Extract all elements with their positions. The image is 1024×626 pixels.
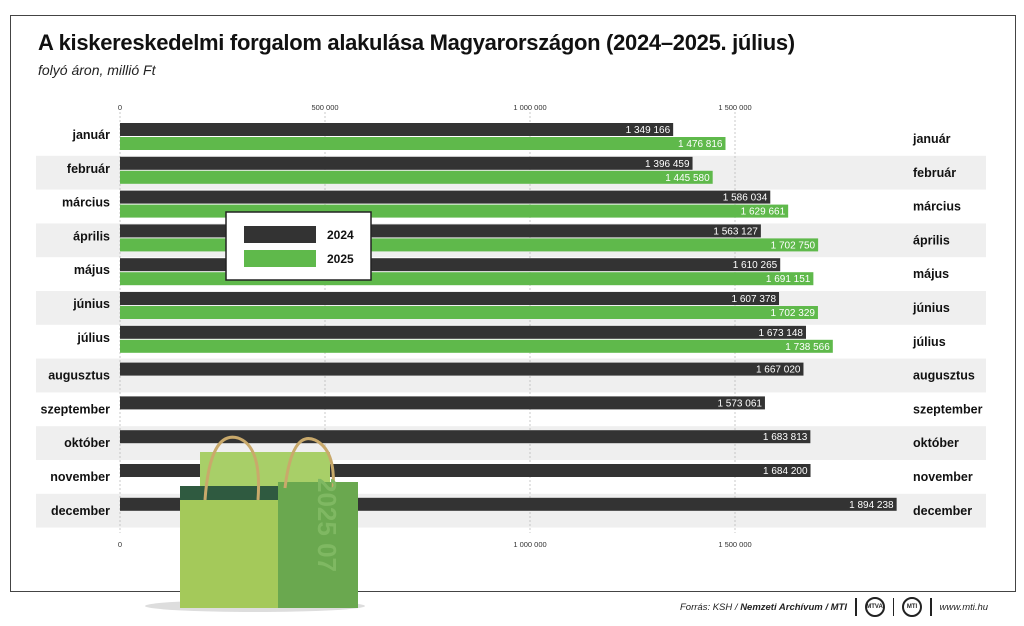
bar-label-2025: 1 629 661 (741, 207, 786, 218)
bar-2024 (120, 224, 761, 238)
x-tick-label-top: 500 000 (311, 103, 338, 112)
website-link[interactable]: www.mti.hu (939, 601, 989, 613)
bar-label-2025: 1 702 750 (771, 240, 816, 251)
bar-label-2024: 1 673 148 (758, 328, 803, 339)
bar-2024 (120, 258, 781, 272)
bar-label-2025: 1 702 329 (770, 308, 815, 319)
footer-divider (930, 598, 932, 616)
x-tick-label-bottom: 1 500 000 (718, 540, 751, 549)
x-tick-label-top: 1 500 000 (718, 103, 751, 112)
bar-2025 (120, 339, 833, 353)
bar-label-2024: 1 894 238 (849, 500, 894, 511)
bar-label-2024: 1 667 020 (756, 365, 801, 376)
legend-label-2024: 2024 (327, 228, 354, 242)
category-label-left: december (51, 504, 110, 518)
bar-2025 (120, 272, 814, 286)
bag-left-top (180, 486, 290, 500)
bag-left (180, 486, 290, 608)
legend-swatch-2024 (244, 226, 316, 243)
bag-handle-right (283, 437, 335, 491)
category-label-right: május (913, 267, 949, 281)
category-label-right: augusztus (913, 369, 975, 383)
bar-2025 (120, 238, 819, 252)
bar-label-2025: 1 445 580 (665, 173, 710, 184)
bar-2025 (120, 137, 726, 150)
category-label-left: június (72, 297, 110, 311)
bar-label-2024: 1 573 061 (717, 398, 762, 409)
bar-label-2024: 1 610 265 (733, 260, 778, 271)
category-label-right: február (913, 166, 956, 180)
bar-2024 (120, 156, 693, 170)
x-tick-label-top: 1 000 000 (513, 103, 546, 112)
bag-handle-left (203, 435, 261, 501)
category-label-left: szeptember (41, 402, 111, 416)
mtva-logo: MTVA (864, 597, 885, 617)
footer-divider (892, 598, 894, 616)
bar-2024 (120, 396, 765, 410)
bar-2024 (120, 362, 804, 376)
category-label-left: március (62, 196, 110, 210)
x-tick-label-bottom: 0 (118, 540, 122, 549)
chart-title: A kiskereskedelmi forgalom alakulása Mag… (38, 30, 795, 55)
category-label-right: szeptember (913, 402, 983, 416)
bar-label-2024: 1 586 034 (723, 193, 768, 204)
bar-label-2024: 1 396 459 (645, 159, 690, 170)
bar-2024 (120, 292, 780, 305)
bar-2024 (120, 430, 811, 444)
bar-label-2024: 1 607 378 (732, 294, 777, 305)
bag-right (278, 482, 358, 608)
category-label-right: március (913, 200, 961, 214)
category-label-left: október (64, 436, 110, 450)
bar-2025 (120, 306, 818, 319)
footer-divider (855, 598, 857, 616)
legend-box (225, 211, 372, 281)
category-label-right: október (913, 436, 959, 450)
x-tick-label-bottom: 1 000 000 (513, 540, 546, 549)
category-label-right: július (912, 335, 946, 349)
bar-2024 (120, 123, 674, 136)
category-label-left: február (67, 162, 110, 176)
bar-label-2025: 1 476 816 (678, 139, 723, 150)
bar-2025 (120, 204, 789, 218)
bar-2024 (120, 325, 806, 339)
chart-subtitle: folyó áron, millió Ft (38, 62, 156, 78)
footer: Forrás: KSH / Nemzeti Archívum / MTI MTV… (680, 597, 988, 617)
bar-label-2025: 1 738 566 (785, 342, 830, 353)
legend-label-2025: 2025 (327, 252, 354, 266)
bar-2024 (120, 190, 771, 204)
category-label-left: január (71, 128, 110, 142)
category-label-left: július (76, 331, 110, 345)
x-tick-label-top: 0 (118, 103, 122, 112)
mti-logo: MTI (902, 597, 922, 617)
bar-label-2024: 1 683 813 (763, 432, 808, 443)
category-label-right: december (913, 504, 972, 518)
bar-2025 (120, 170, 713, 184)
category-label-left: november (50, 470, 110, 484)
category-label-left: április (73, 229, 110, 243)
source-bold: Nemzeti Archívum / MTI (740, 601, 847, 613)
legend-swatch-2025 (244, 250, 316, 267)
bar-label-2024: 1 349 166 (626, 125, 671, 136)
category-label-right: április (913, 233, 950, 247)
category-label-right: január (912, 132, 951, 146)
bag-text: 2025 07 (312, 478, 342, 572)
category-label-right: június (912, 301, 950, 315)
bar-label-2025: 1 691 151 (766, 274, 811, 285)
category-label-left: augusztus (48, 369, 110, 383)
category-label-right: november (913, 470, 973, 484)
source-prefix: Forrás: KSH / (680, 601, 741, 613)
category-label-left: május (74, 263, 110, 277)
bar-label-2024: 1 563 127 (713, 226, 758, 237)
bar-label-2024: 1 684 200 (763, 466, 808, 477)
source-text: Forrás: KSH / Nemzeti Archívum / MTI (680, 602, 847, 613)
